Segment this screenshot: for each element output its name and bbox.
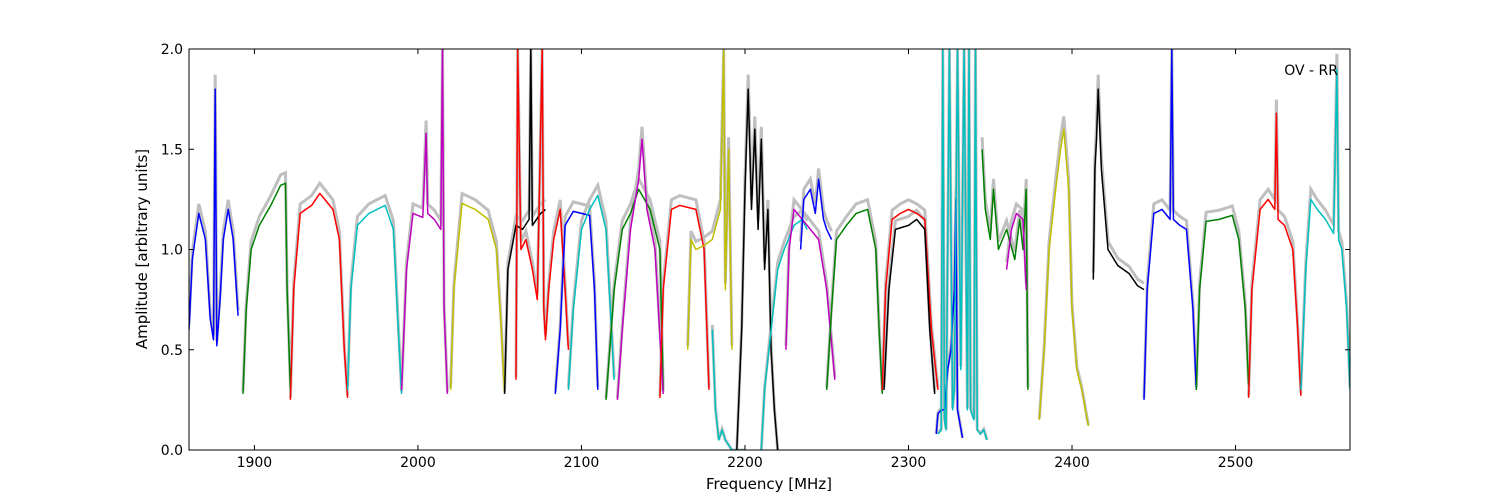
- reference-trace: [1194, 204, 1251, 388]
- y-tick-label: 1.0: [161, 243, 183, 259]
- reference-trace: [980, 137, 1030, 388]
- reference-trace: [1091, 74, 1145, 285]
- series-line-13: [659, 204, 710, 398]
- series-line-3: [289, 192, 349, 400]
- x-axis-label: Frequency [MHz]: [706, 475, 832, 493]
- series-line-14: [686, 49, 733, 350]
- series-line-27: [1038, 128, 1090, 427]
- series-line-26: [1005, 212, 1027, 290]
- reference-trace: [241, 170, 292, 392]
- series-line-24: [937, 49, 988, 441]
- reference-trace: [288, 180, 350, 398]
- series-line-30: [1195, 214, 1250, 390]
- y-tick-label: 2.0: [161, 42, 183, 58]
- x-tick-label: 2100: [564, 455, 600, 471]
- reference-trace: [346, 193, 404, 392]
- series-line-20: [825, 208, 884, 394]
- series-line-10: [567, 194, 615, 390]
- series-line-31: [1247, 112, 1302, 398]
- series-line-7: [503, 49, 546, 394]
- x-tick-label: 2200: [727, 455, 763, 471]
- series-line-23: [935, 198, 964, 439]
- x-tick-label: 2400: [1054, 455, 1090, 471]
- series-line-18: [785, 208, 836, 380]
- series-line-5: [400, 49, 449, 394]
- y-tick-label: 1.5: [161, 142, 183, 158]
- reference-trace: [1142, 49, 1198, 398]
- y-tick-label: 0.5: [161, 343, 183, 359]
- chart-annotation: OV - RR: [1284, 63, 1338, 79]
- reference-trace: [189, 74, 240, 342]
- series-line-21: [881, 208, 939, 390]
- series-line-12: [616, 138, 664, 400]
- series-line-28: [1092, 88, 1145, 291]
- series-line-15: [711, 329, 745, 450]
- reference-trace: [882, 208, 937, 392]
- x-tick-label: 2500: [1218, 455, 1254, 471]
- reference-trace: [799, 168, 833, 242]
- x-tick-label: 2000: [400, 455, 436, 471]
- series-line-2: [242, 182, 292, 394]
- series-line-9: [554, 210, 599, 394]
- series-line-8: [515, 49, 570, 380]
- series-line-32: [1300, 68, 1350, 390]
- series-line-19: [799, 178, 833, 250]
- x-axis: 1900 2000 2100 2200 2300 2400 2500: [237, 49, 1254, 471]
- reference-trace: [1037, 116, 1090, 426]
- series-layer: [189, 49, 1350, 450]
- y-axis: 0.0 0.5 1.0 1.5 2.0: [161, 42, 1350, 459]
- series-line-17: [760, 218, 808, 450]
- series-line-1: [189, 88, 239, 347]
- series-line-22: [883, 218, 936, 394]
- series-line-29: [1143, 49, 1198, 400]
- y-tick-label: 0.0: [161, 443, 183, 459]
- series-line-4: [346, 204, 403, 394]
- y-axis-label: Amplitude [arbitrary units]: [133, 149, 151, 349]
- series-line-25: [981, 149, 1029, 390]
- reference-trace: [658, 194, 711, 396]
- x-tick-label: 2300: [891, 455, 927, 471]
- x-tick-label: 1900: [237, 455, 273, 471]
- series-line-16: [736, 88, 779, 450]
- reference-trace: [449, 191, 507, 392]
- series-line-6: [449, 202, 506, 394]
